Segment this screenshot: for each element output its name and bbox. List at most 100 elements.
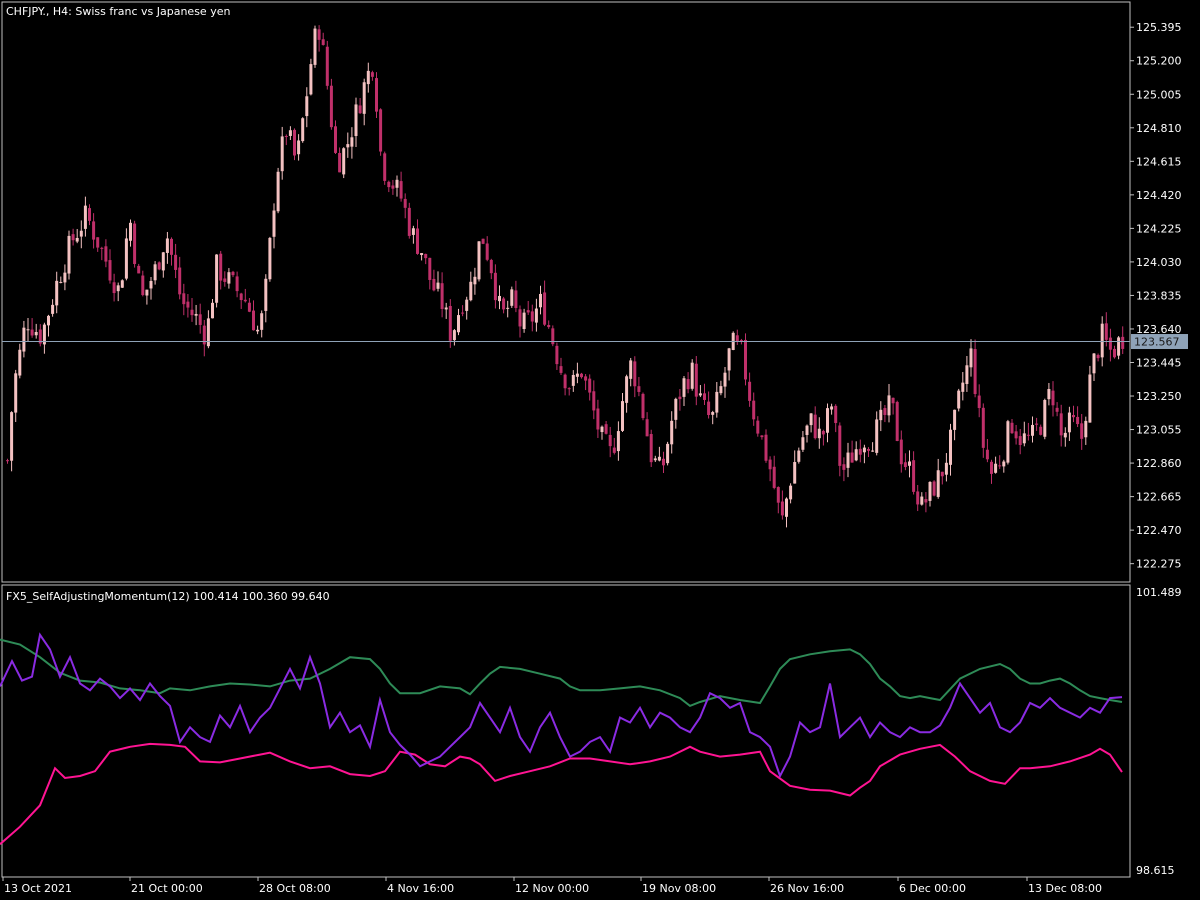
candle-bear — [998, 465, 1002, 467]
candle-bull — [522, 312, 526, 330]
candle-bull — [206, 318, 210, 347]
time-tick-label: 13 Oct 2021 — [4, 882, 72, 895]
candle-bear — [202, 325, 206, 345]
candle-bull — [22, 327, 26, 352]
time-tick-label: 28 Oct 08:00 — [259, 882, 331, 895]
candle-bear — [678, 396, 682, 400]
candle-bull — [288, 130, 292, 136]
candle-bull — [616, 431, 620, 452]
candle-bull — [366, 70, 370, 85]
candle-bear — [838, 425, 842, 466]
candle-bear — [485, 243, 489, 260]
price-panel[interactable]: CHFJPY., H4: Swiss franc vs Japanese yen — [1, 1, 1131, 583]
candle-bear — [580, 373, 583, 378]
candle-bear — [748, 381, 752, 401]
candle-bear — [551, 328, 555, 345]
candle-bear — [104, 246, 108, 262]
candle-bull — [153, 264, 157, 281]
time-tick-label: 6 Dec 00:00 — [899, 882, 966, 895]
time-tick-label: 26 Nov 16:00 — [770, 882, 844, 895]
candle-bear — [584, 376, 588, 381]
candle-bear — [1014, 431, 1018, 439]
candle-bear — [1051, 390, 1055, 406]
candle-bear — [198, 314, 202, 325]
candle-bear — [379, 109, 383, 152]
candle-bull — [256, 329, 260, 332]
candle-bull — [264, 278, 268, 311]
time-tick-label: 12 Nov 00:00 — [515, 882, 589, 895]
candle-bull — [145, 289, 149, 296]
candle-bear — [334, 126, 337, 153]
candle-bear — [530, 311, 534, 322]
candle-bull — [1043, 399, 1047, 437]
candle-bull — [1084, 420, 1088, 438]
candle-bull — [305, 96, 309, 117]
candle-bear — [1096, 354, 1100, 359]
price-tick-label: 122.275 — [1136, 558, 1182, 571]
candle-bull — [63, 272, 67, 283]
candle-bear — [973, 349, 977, 395]
candle-bull — [953, 409, 957, 430]
candle-bull — [342, 148, 346, 175]
candle-bull — [1067, 412, 1071, 433]
candle-bear — [834, 405, 838, 424]
candle-bear — [543, 292, 547, 325]
candle-bear — [481, 238, 485, 244]
candle-bear — [985, 449, 989, 460]
price-tick-label: 125.395 — [1136, 21, 1182, 34]
candle-bear — [662, 458, 665, 466]
candle-bear — [432, 278, 436, 291]
candle-bear — [649, 434, 653, 463]
candle-bull — [1063, 432, 1067, 438]
time-axis: 13 Oct 2021 21 Oct 00:00 28 Oct 08:00 4 Nov… — [2, 877, 1102, 895]
candle-bear — [178, 267, 182, 295]
candle-bull — [1006, 421, 1010, 463]
candle-bull — [473, 276, 477, 285]
candle-bear — [424, 253, 428, 259]
candle-bull — [18, 349, 22, 376]
candle-bull — [465, 299, 469, 311]
candle-bull — [957, 390, 961, 409]
candle-bear — [6, 460, 9, 462]
candles-layer — [6, 25, 1125, 528]
candle-bear — [563, 374, 567, 389]
candle-bear — [243, 299, 247, 302]
candle-bear — [1035, 423, 1039, 425]
candle-bull — [690, 362, 694, 389]
candle-bull — [67, 235, 71, 274]
candle-bear — [694, 363, 698, 397]
price-axis: 125.395 125.200 125.005 124.810 124.615 124.4… — [1130, 21, 1182, 571]
candle-bull — [862, 447, 866, 453]
indicator-panel[interactable]: FX5_SelfAdjustingMomentum(12) 100.414 10… — [0, 584, 1131, 878]
candle-bear — [219, 253, 223, 281]
candle-bear — [739, 340, 743, 342]
candle-bull — [657, 456, 661, 461]
candle-bull — [674, 398, 678, 420]
candle-bear — [321, 39, 325, 45]
candle-bull — [682, 378, 686, 397]
candle-bear — [932, 481, 936, 496]
candle-bull — [268, 237, 272, 280]
candle-bear — [526, 310, 530, 313]
candle-bear — [407, 207, 411, 236]
time-tick-label: 13 Dec 08:00 — [1028, 882, 1102, 895]
candle-bull — [194, 314, 198, 316]
candle-bear — [641, 393, 645, 419]
candle-bear — [100, 247, 104, 249]
candle-bull — [1088, 374, 1092, 423]
candle-bull — [871, 450, 875, 452]
candle-bear — [645, 419, 649, 437]
candle-bull — [809, 413, 813, 426]
price-panel-frame — [1, 1, 1131, 583]
candle-bear — [1055, 407, 1059, 412]
candle-bear — [440, 283, 444, 309]
candle-bear — [891, 397, 895, 404]
candle-bear — [38, 329, 42, 344]
candle-bull — [994, 463, 998, 473]
candle-bull — [10, 412, 14, 461]
candle-bull — [1117, 337, 1121, 356]
candle-bull — [420, 253, 424, 256]
candle-bear — [141, 275, 145, 296]
